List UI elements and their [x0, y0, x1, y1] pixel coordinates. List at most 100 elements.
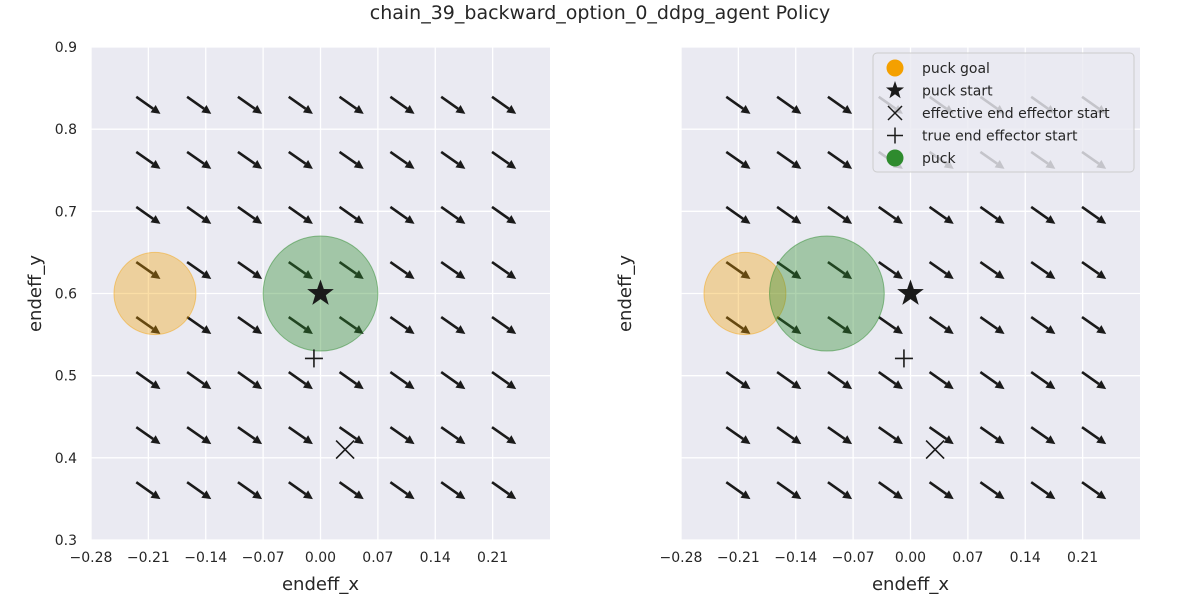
y-tick-label: 0.7: [55, 204, 77, 220]
policy-arrow: [979, 315, 1005, 335]
y-tick-label: 0.6: [55, 287, 77, 303]
policy-arrow: [389, 260, 415, 279]
policy-arrow: [491, 95, 517, 114]
policy-arrow: [827, 205, 853, 224]
policy-arrow: [237, 205, 263, 224]
policy-arrow: [135, 426, 161, 445]
x-tick-label: −0.28: [70, 550, 113, 566]
policy-arrow: [979, 426, 1005, 445]
policy-arrow: [287, 150, 313, 169]
policy-arrow: [725, 95, 751, 114]
policy-arrows: [135, 95, 517, 500]
true-end-effector-start-marker: [304, 349, 323, 368]
legend-item: puck goal: [886, 59, 990, 77]
policy-arrow: [186, 205, 212, 224]
x-tick-label: −0.14: [184, 550, 227, 566]
subplot-1: −0.28 −0.21 −0.14 −0.07 0.00 0.07 0.14 0.21 0.3 0…: [25, 40, 550, 595]
x-axis-label: endeff_x: [872, 574, 949, 595]
policy-arrow: [827, 150, 853, 169]
figure-suptitle: chain_39_backward_option_0_ddpg_agent Po…: [370, 2, 831, 24]
x-tick-label: 0.21: [477, 550, 508, 566]
policy-arrow: [725, 426, 751, 445]
puck-marker: [769, 235, 885, 352]
policy-arrow: [725, 481, 751, 500]
policy-arrow: [440, 426, 466, 445]
x-axis-label: endeff_x: [282, 574, 359, 595]
policy-arrow: [1081, 260, 1107, 279]
true-end-effector-start-marker: [894, 349, 913, 368]
policy-arrow: [725, 150, 751, 169]
policy-arrow: [186, 315, 212, 335]
policy-arrow: [827, 371, 853, 390]
policy-arrow: [928, 260, 954, 279]
x-tick-label: −0.14: [774, 550, 817, 566]
puck-start-legend-icon: [885, 81, 905, 99]
policy-arrow: [776, 260, 802, 279]
policy-arrow: [1030, 260, 1056, 279]
policy-arrow: [1081, 315, 1107, 335]
policy-arrow: [776, 150, 802, 169]
policy-arrow: [827, 95, 853, 114]
policy-arrow: [389, 426, 415, 445]
policy-arrow: [1030, 481, 1056, 500]
x-tick-label: −0.28: [660, 550, 703, 566]
policy-arrow: [877, 205, 903, 224]
policy-arrow: [979, 481, 1005, 500]
policy-arrow: [1030, 426, 1056, 445]
policy-arrow: [877, 426, 903, 445]
legend-item: true end effector start: [887, 127, 1078, 145]
policy-arrow: [135, 150, 161, 169]
policy-arrow: [287, 481, 313, 500]
x-tick-label: 0.00: [305, 550, 336, 566]
policy-arrow: [491, 150, 517, 169]
x-tick-label: −0.07: [832, 550, 875, 566]
policy-arrow: [491, 205, 517, 224]
legend: puck goal puck start effective end effecto…: [872, 52, 1135, 173]
policy-arrow: [237, 95, 263, 114]
puck-goal-marker: [113, 251, 197, 336]
legend-label: effective end effector start: [922, 106, 1110, 122]
y-axis-label: endeff_y: [25, 255, 46, 332]
policy-arrow: [725, 315, 751, 335]
policy-arrow: [928, 426, 954, 445]
policy-arrow: [725, 260, 751, 279]
policy-arrow: [827, 260, 853, 279]
policy-arrow: [287, 371, 313, 390]
policy-arrow: [491, 260, 517, 279]
policy-arrow: [135, 481, 161, 500]
policy-arrow: [287, 95, 313, 114]
policy-arrow: [389, 315, 415, 335]
policy-arrow: [440, 260, 466, 279]
policy-arrow: [1030, 315, 1056, 335]
policy-arrow: [338, 150, 364, 169]
policy-arrow: [776, 95, 802, 114]
legend-label: puck start: [922, 84, 993, 100]
policy-arrow: [186, 95, 212, 114]
legend-item: effective end effector start: [887, 105, 1110, 122]
policy-arrow: [725, 205, 751, 224]
x-tick-label: 0.14: [420, 550, 451, 566]
policy-arrow: [979, 205, 1005, 224]
policy-arrow: [338, 481, 364, 500]
puck-start-marker: [897, 279, 924, 305]
puck-legend-icon: [886, 149, 904, 167]
policy-arrow: [776, 481, 802, 500]
policy-arrow: [1030, 371, 1056, 390]
policy-arrow: [338, 371, 364, 390]
policy-arrow: [725, 371, 751, 390]
policy-arrow: [440, 205, 466, 224]
policy-arrow: [928, 481, 954, 500]
policy-arrow: [186, 426, 212, 445]
policy-arrow: [827, 481, 853, 500]
policy-arrow: [491, 371, 517, 390]
legend-label: puck: [922, 151, 956, 167]
policy-arrow: [237, 371, 263, 390]
policy-arrow: [186, 260, 212, 279]
legend-item: puck: [886, 149, 956, 167]
policy-arrow: [440, 371, 466, 390]
policy-arrow: [491, 426, 517, 445]
effective-end-effector-start-marker: [335, 440, 355, 460]
legend-label: true end effector start: [922, 129, 1078, 145]
policy-arrow: [1030, 205, 1056, 224]
